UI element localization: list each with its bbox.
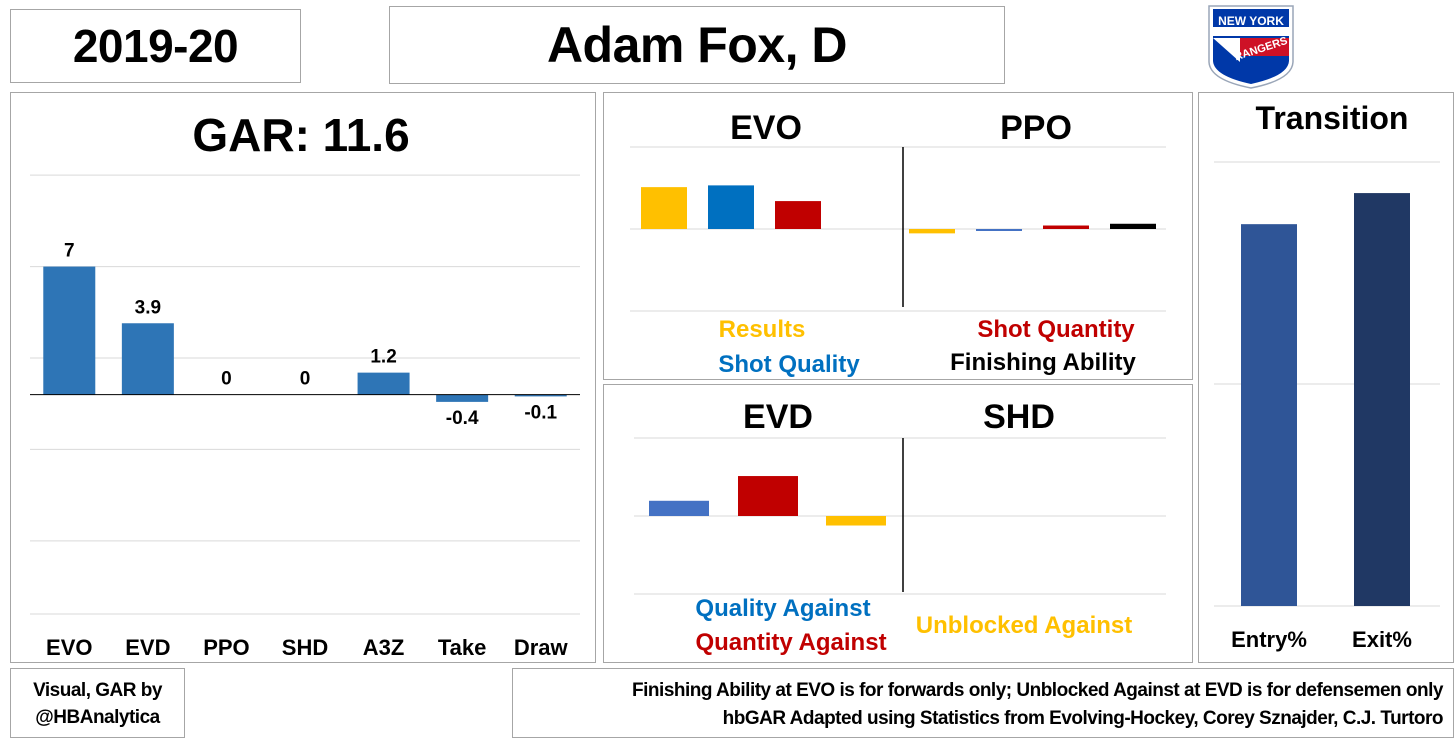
offense-legend-label: Finishing Ability <box>950 349 1136 376</box>
evo-bar <box>641 187 687 229</box>
gar-category-label: EVO <box>46 635 92 660</box>
ppo-title: PPO <box>1000 109 1072 147</box>
shd-title: SHD <box>983 398 1055 436</box>
evo-title: EVO <box>730 109 802 147</box>
note-line1: Finishing Ability at EVO is for forwards… <box>632 680 1443 701</box>
evo-bar <box>708 185 754 229</box>
ppo-bar <box>909 229 955 234</box>
gar-category-label: Take <box>438 635 487 660</box>
season-box: 2019-20 <box>10 9 301 83</box>
gar-data-label: 1.2 <box>370 347 396 368</box>
ppo-bar <box>976 229 1022 231</box>
evd-bar <box>649 500 709 516</box>
ppo-bar <box>1110 223 1156 229</box>
gar-title: GAR: 11.6 <box>192 109 409 161</box>
gar-panel <box>10 92 596 663</box>
transition-bar <box>1354 193 1410 606</box>
gar-bar <box>43 266 96 395</box>
offense-legend-label: Shot Quantity <box>977 316 1135 343</box>
gar-data-label: -0.1 <box>524 402 557 423</box>
gar-data-label: 7 <box>64 241 75 262</box>
season-label: 2019-20 <box>72 20 239 72</box>
offense-legend-label: Results <box>719 316 806 343</box>
gar-bar <box>357 372 410 395</box>
note-line2: hbGAR Adapted using Statistics from Evol… <box>722 708 1444 729</box>
transition-bar <box>1241 224 1297 606</box>
gar-category-label: SHD <box>282 635 328 660</box>
credit-line2: @HBAnalytica <box>35 707 160 728</box>
offense-panel <box>603 92 1193 380</box>
gar-category-label: PPO <box>203 635 249 660</box>
defense-legend-label: Unblocked Against <box>916 612 1132 639</box>
evd-title: EVD <box>743 398 813 436</box>
evd-bar <box>826 516 886 526</box>
defense-legend-label: Quantity Against <box>695 629 886 656</box>
credit-line1: Visual, GAR by <box>33 680 162 701</box>
transition-category-label: Entry% <box>1231 627 1307 652</box>
note-box: Finishing Ability at EVO is for forwards… <box>512 668 1454 738</box>
evo-bar <box>775 201 821 229</box>
gar-bar <box>514 394 567 397</box>
gar-data-label: 0 <box>300 369 311 390</box>
defense-legend-label: Quality Against <box>695 595 870 622</box>
gar-data-label: 3.9 <box>135 297 161 318</box>
gar-category-label: A3Z <box>363 635 405 660</box>
player-name: Adam Fox, D <box>546 17 848 73</box>
transition-panel <box>1198 92 1454 663</box>
gar-category-label: EVD <box>125 635 170 660</box>
gar-bar <box>436 394 489 402</box>
offense-legend-label: Shot Quality <box>718 351 860 378</box>
ppo-bar <box>1043 225 1089 229</box>
evd-bar <box>738 476 798 516</box>
gar-data-label: 0 <box>221 369 232 390</box>
gar-bar <box>121 323 174 395</box>
transition-category-label: Exit% <box>1352 627 1412 652</box>
credit-box: Visual, GAR by @HBAnalytica <box>10 668 185 738</box>
gar-data-label: -0.4 <box>446 408 479 429</box>
transition-title: Transition <box>1256 100 1409 136</box>
player-box: Adam Fox, D <box>389 6 1005 84</box>
gar-category-label: Draw <box>514 635 569 660</box>
defense-panel <box>603 384 1193 663</box>
